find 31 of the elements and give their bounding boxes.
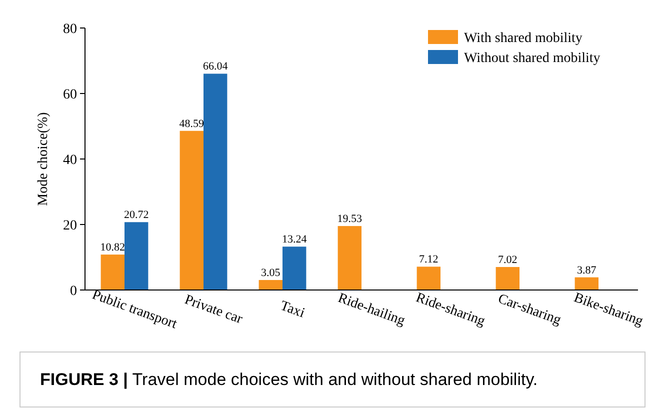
y-tick-label: 60 bbox=[63, 87, 77, 102]
bar bbox=[258, 280, 282, 290]
caption: FIGURE 3 | Travel mode choices with and without shared mobility. bbox=[40, 370, 538, 389]
bar bbox=[574, 277, 598, 290]
bar bbox=[204, 74, 228, 290]
data-label: 20.72 bbox=[124, 209, 149, 222]
bar bbox=[282, 246, 306, 290]
bar bbox=[124, 222, 148, 290]
x-tick-label: Taxi bbox=[278, 298, 307, 322]
bar bbox=[100, 254, 124, 290]
y-tick-label: 20 bbox=[63, 218, 77, 234]
bar bbox=[338, 226, 362, 290]
data-label: 7.12 bbox=[419, 254, 438, 266]
bar bbox=[496, 267, 520, 290]
data-label: 3.05 bbox=[261, 267, 281, 280]
y-axis-title: Mode choice(%) bbox=[36, 112, 51, 206]
y-tick-label: 0 bbox=[70, 284, 77, 299]
legend-label: Without shared mobility bbox=[464, 50, 600, 66]
data-label: 13.24 bbox=[282, 234, 308, 246]
data-label: 10.82 bbox=[100, 242, 126, 254]
data-label: 48.59 bbox=[179, 118, 205, 130]
legend-label: With shared mobility bbox=[464, 30, 582, 46]
y-tick-label: 80 bbox=[63, 22, 77, 37]
x-tick-label: Private car bbox=[182, 292, 245, 328]
data-label: 66.04 bbox=[202, 60, 228, 73]
bar bbox=[416, 266, 440, 290]
bar bbox=[180, 130, 204, 290]
y-tick-label: 40 bbox=[63, 152, 77, 168]
data-label: 19.53 bbox=[337, 213, 363, 226]
data-label: 7.02 bbox=[498, 254, 518, 266]
data-label: 3.87 bbox=[577, 264, 597, 276]
